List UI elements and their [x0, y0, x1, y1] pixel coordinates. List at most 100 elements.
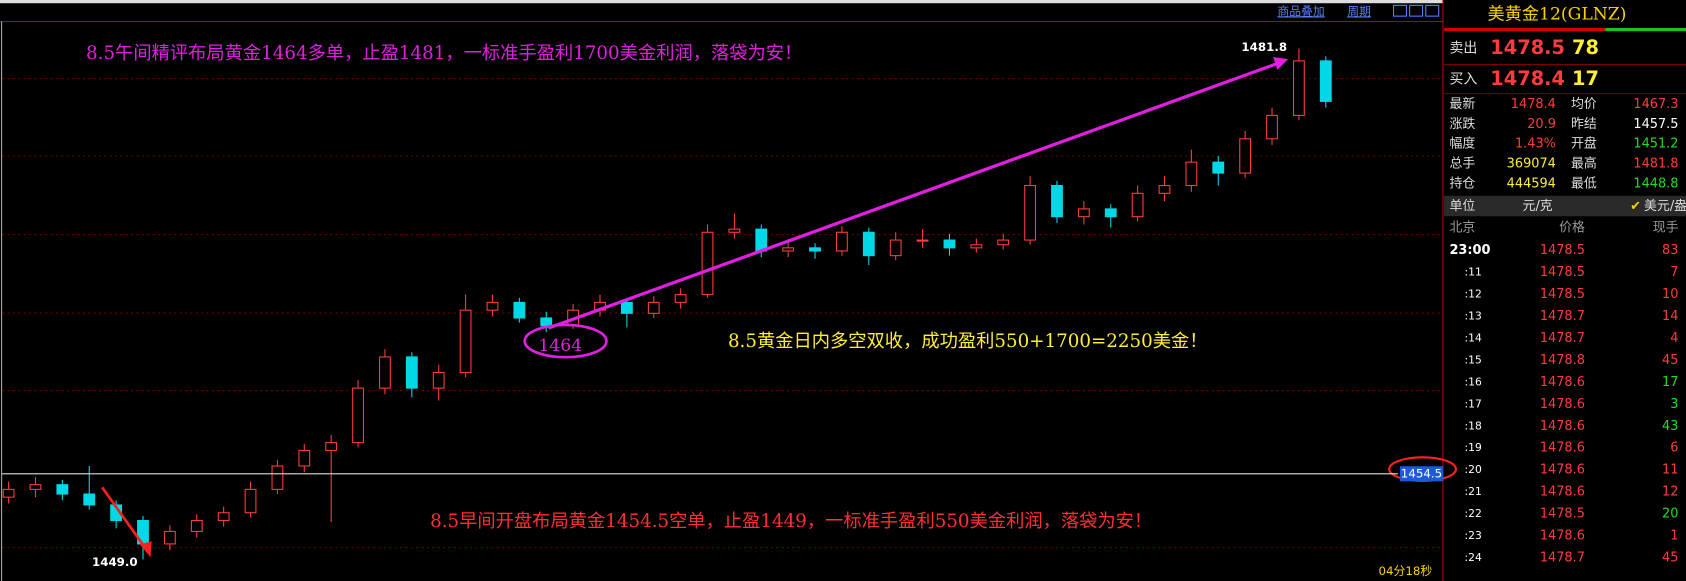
tick-volume: 83 [1662, 243, 1678, 258]
unit-check: ✔ [1630, 199, 1641, 214]
stat-label: 均价 [1571, 97, 1597, 112]
stat-label: 昨结 [1571, 117, 1597, 132]
tick-time: :15 [1464, 353, 1481, 366]
candle-body [1077, 208, 1090, 218]
tick-volume: 45 [1662, 353, 1678, 368]
window-button[interactable] [1392, 4, 1407, 17]
top-bar [0, 0, 1443, 4]
tick-volume: 11 [1662, 463, 1678, 478]
entry-label: 1464 [538, 336, 582, 356]
stat-value: 1457.5 [1633, 117, 1678, 132]
unit-secondary[interactable]: 美元/盎司 [1644, 199, 1686, 214]
tick-price: 1478.5 [1540, 243, 1585, 258]
tick-price: 1478.6 [1540, 441, 1585, 456]
tick-price: 1478.6 [1540, 397, 1585, 412]
tick-price: 1478.5 [1540, 507, 1585, 522]
stat-value: 1481.8 [1633, 157, 1678, 172]
annotation-summary: 8.5黄金日内多空双收，成功盈利550+1700=2250美金！ [728, 331, 1208, 352]
entry-circle [523, 323, 608, 359]
tick-price: 1478.7 [1540, 550, 1585, 565]
tick-price: 1478.6 [1540, 529, 1585, 544]
tick-time: :14 [1464, 331, 1481, 344]
stat-label: 总手 [1449, 157, 1475, 172]
stat-label: 最新 [1449, 96, 1475, 112]
sell-volume: 78 [1572, 36, 1599, 59]
stat-label: 最低 [1571, 176, 1597, 191]
tick-volume: 45 [1662, 550, 1678, 565]
candle-body [701, 231, 714, 296]
tick-price: 1478.6 [1540, 375, 1585, 390]
long-arrow-head [1273, 57, 1289, 70]
candle-body [190, 519, 203, 532]
candle-body [163, 530, 176, 545]
tick-volume: 7 [1670, 265, 1678, 280]
candle-body [298, 449, 311, 467]
title-underline-red [1444, 27, 1606, 32]
annotation-noon: 8.5午间精评布局黄金1464多单，止盈1481，一标准手盈利1700美金利润，… [86, 43, 802, 64]
overlay-button[interactable]: 商品叠加 [1277, 4, 1324, 18]
candle-body [782, 247, 795, 252]
buy-volume: 17 [1572, 67, 1599, 90]
stat-value: 1467.3 [1633, 97, 1678, 112]
ticks-header-price: 价格 [1559, 220, 1585, 236]
candle-body [1104, 208, 1117, 218]
extreme-label: 1481.8 [1241, 40, 1287, 54]
price-line-tag [1399, 466, 1443, 482]
tick-volume: 1 [1670, 529, 1678, 544]
candle-body [459, 309, 472, 374]
tick-time: :20 [1464, 463, 1481, 476]
candle-body [56, 484, 69, 495]
tick-volume: 17 [1662, 375, 1678, 390]
sell-price: 1478.5 [1490, 36, 1565, 59]
grid [2, 78, 1443, 549]
tick-time: :22 [1464, 507, 1481, 520]
stat-value: 369074 [1507, 157, 1556, 172]
window-button[interactable] [1425, 4, 1440, 17]
candle-body [2, 488, 15, 498]
stat-label: 涨跌 [1449, 116, 1475, 132]
price-line-label: 1454.5 [1401, 466, 1442, 480]
candle-body [755, 228, 768, 252]
tick-volume: 43 [1662, 419, 1678, 434]
stat-label: 最高 [1571, 156, 1597, 172]
stat-value: 20.9 [1527, 117, 1556, 132]
tick-volume: 14 [1662, 309, 1678, 324]
candle-body [244, 488, 257, 514]
tick-volume: 12 [1662, 485, 1678, 500]
stats: 最新 1478.4 均价 1467.3 涨跌 20.9 昨结 1457.5 幅度 1.43% 开盘 1… [1449, 96, 1678, 192]
candle-body [486, 301, 499, 311]
tick-volume: 20 [1662, 507, 1678, 522]
candle-body [809, 247, 821, 252]
candle-body [889, 239, 902, 257]
tick-price: 1478.6 [1540, 485, 1585, 500]
candle-body [513, 301, 526, 319]
annotation-morning: 8.5早间开盘布局黄金1454.5空单，止盈1449，一标准手盈利550美金利润… [430, 511, 1152, 532]
candle-body [1266, 114, 1278, 140]
candle-body [540, 317, 553, 327]
extreme-label: 1449.0 [92, 555, 138, 569]
candle-body [862, 231, 875, 257]
stat-value: 1478.4 [1511, 97, 1556, 112]
candle-body [432, 371, 445, 389]
candle-body [29, 484, 42, 490]
tick-time: :11 [1464, 266, 1481, 279]
tick-time: :24 [1464, 551, 1481, 564]
candle-body [1239, 138, 1252, 174]
stat-value: 1.43% [1515, 137, 1556, 152]
tick-price: 1478.7 [1540, 309, 1585, 324]
candle-body [728, 228, 741, 233]
candle-body [325, 442, 338, 451]
unit-primary[interactable]: 元/克 [1523, 199, 1553, 214]
units-bar [1444, 195, 1686, 217]
long-arrow [547, 61, 1278, 330]
period-button[interactable]: 周期 [1347, 4, 1371, 18]
candle-body [674, 294, 687, 303]
timer: 04分18秒 [1378, 564, 1432, 578]
units-label: 单位 [1449, 199, 1475, 214]
short-arrow [101, 486, 149, 552]
ticks: 23:00 1478.5 83:11 1478.5 7:12 1478.5 10:13 147… [1449, 243, 1678, 565]
window-button[interactable] [1409, 4, 1424, 17]
tick-price: 1478.6 [1540, 463, 1585, 478]
stat-label: 持仓 [1449, 176, 1475, 191]
